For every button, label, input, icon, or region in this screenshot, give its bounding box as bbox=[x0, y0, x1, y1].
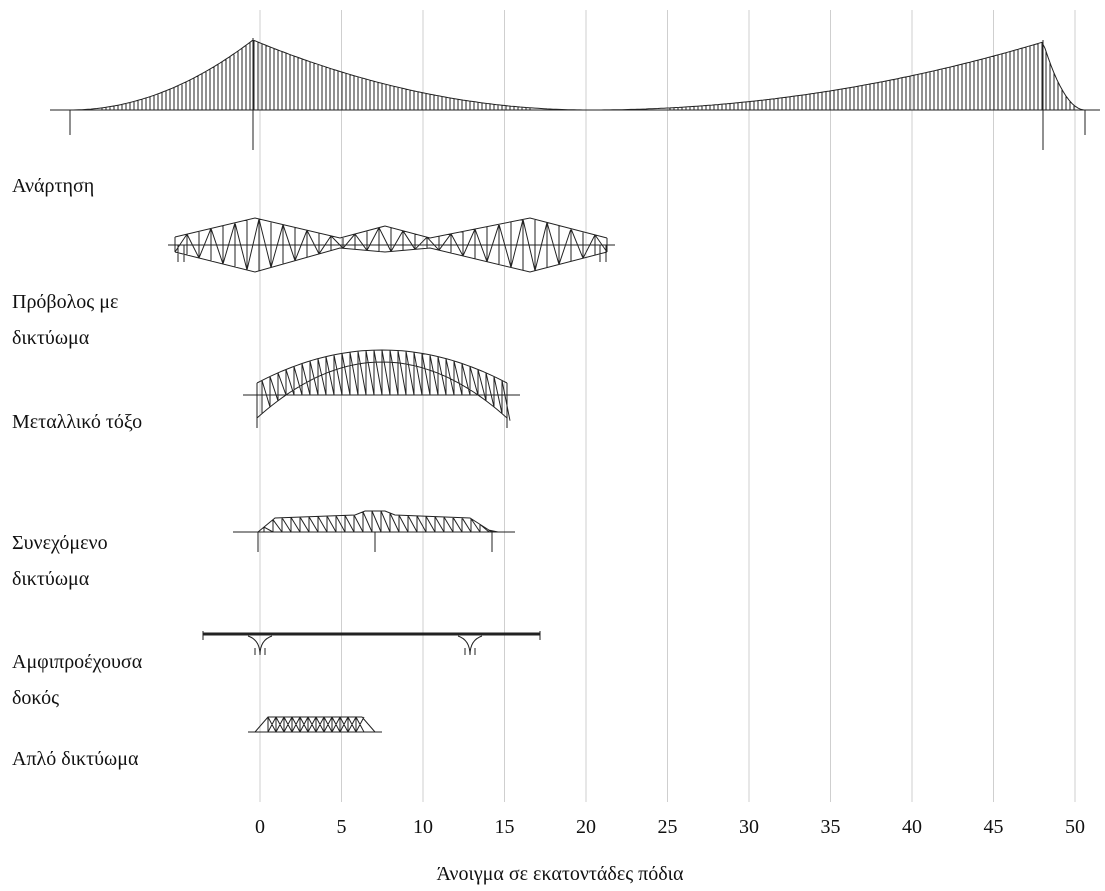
bridge-label: δοκός bbox=[12, 687, 59, 709]
labels: Ανάρτηση Πρόβολος με δικτύωμα Μεταλλικό τόξ… bbox=[12, 175, 143, 770]
x-tick-label: 40 bbox=[902, 816, 922, 838]
bridges bbox=[50, 38, 1100, 733]
bridge-label: Πρόβολος με bbox=[12, 291, 118, 313]
bridge-label: Ανάρτηση bbox=[12, 175, 94, 197]
grid: 0 5 10 15 20 25 30 35 40 45 50 bbox=[255, 10, 1085, 838]
x-tick-label: 35 bbox=[821, 816, 841, 838]
bridge-label: Συνεχόμενο bbox=[12, 532, 108, 554]
bridge-label: δικτύωμα bbox=[12, 568, 90, 590]
x-tick-label: 30 bbox=[739, 816, 759, 838]
bridge-label: Αμφιπροέχουσα bbox=[12, 651, 143, 673]
x-tick-label: 45 bbox=[984, 816, 1004, 838]
x-tick-label: 0 bbox=[255, 816, 265, 838]
x-tick-label: 20 bbox=[576, 816, 596, 838]
x-tick-label: 10 bbox=[413, 816, 433, 838]
axis-title: Άνοιγμα σε εκατοντάδες πόδια bbox=[436, 863, 684, 885]
bridge-drawing bbox=[50, 38, 1100, 733]
x-tick-label: 15 bbox=[495, 816, 515, 838]
x-tick-label: 25 bbox=[658, 816, 678, 838]
bridge-label: δικτύωμα bbox=[12, 327, 90, 349]
bridge-label: Απλό δικτύωμα bbox=[12, 748, 139, 770]
x-tick-label: 5 bbox=[337, 816, 347, 838]
bridge-label: Μεταλλικό τόξο bbox=[12, 411, 142, 433]
x-tick-label: 50 bbox=[1065, 816, 1085, 838]
